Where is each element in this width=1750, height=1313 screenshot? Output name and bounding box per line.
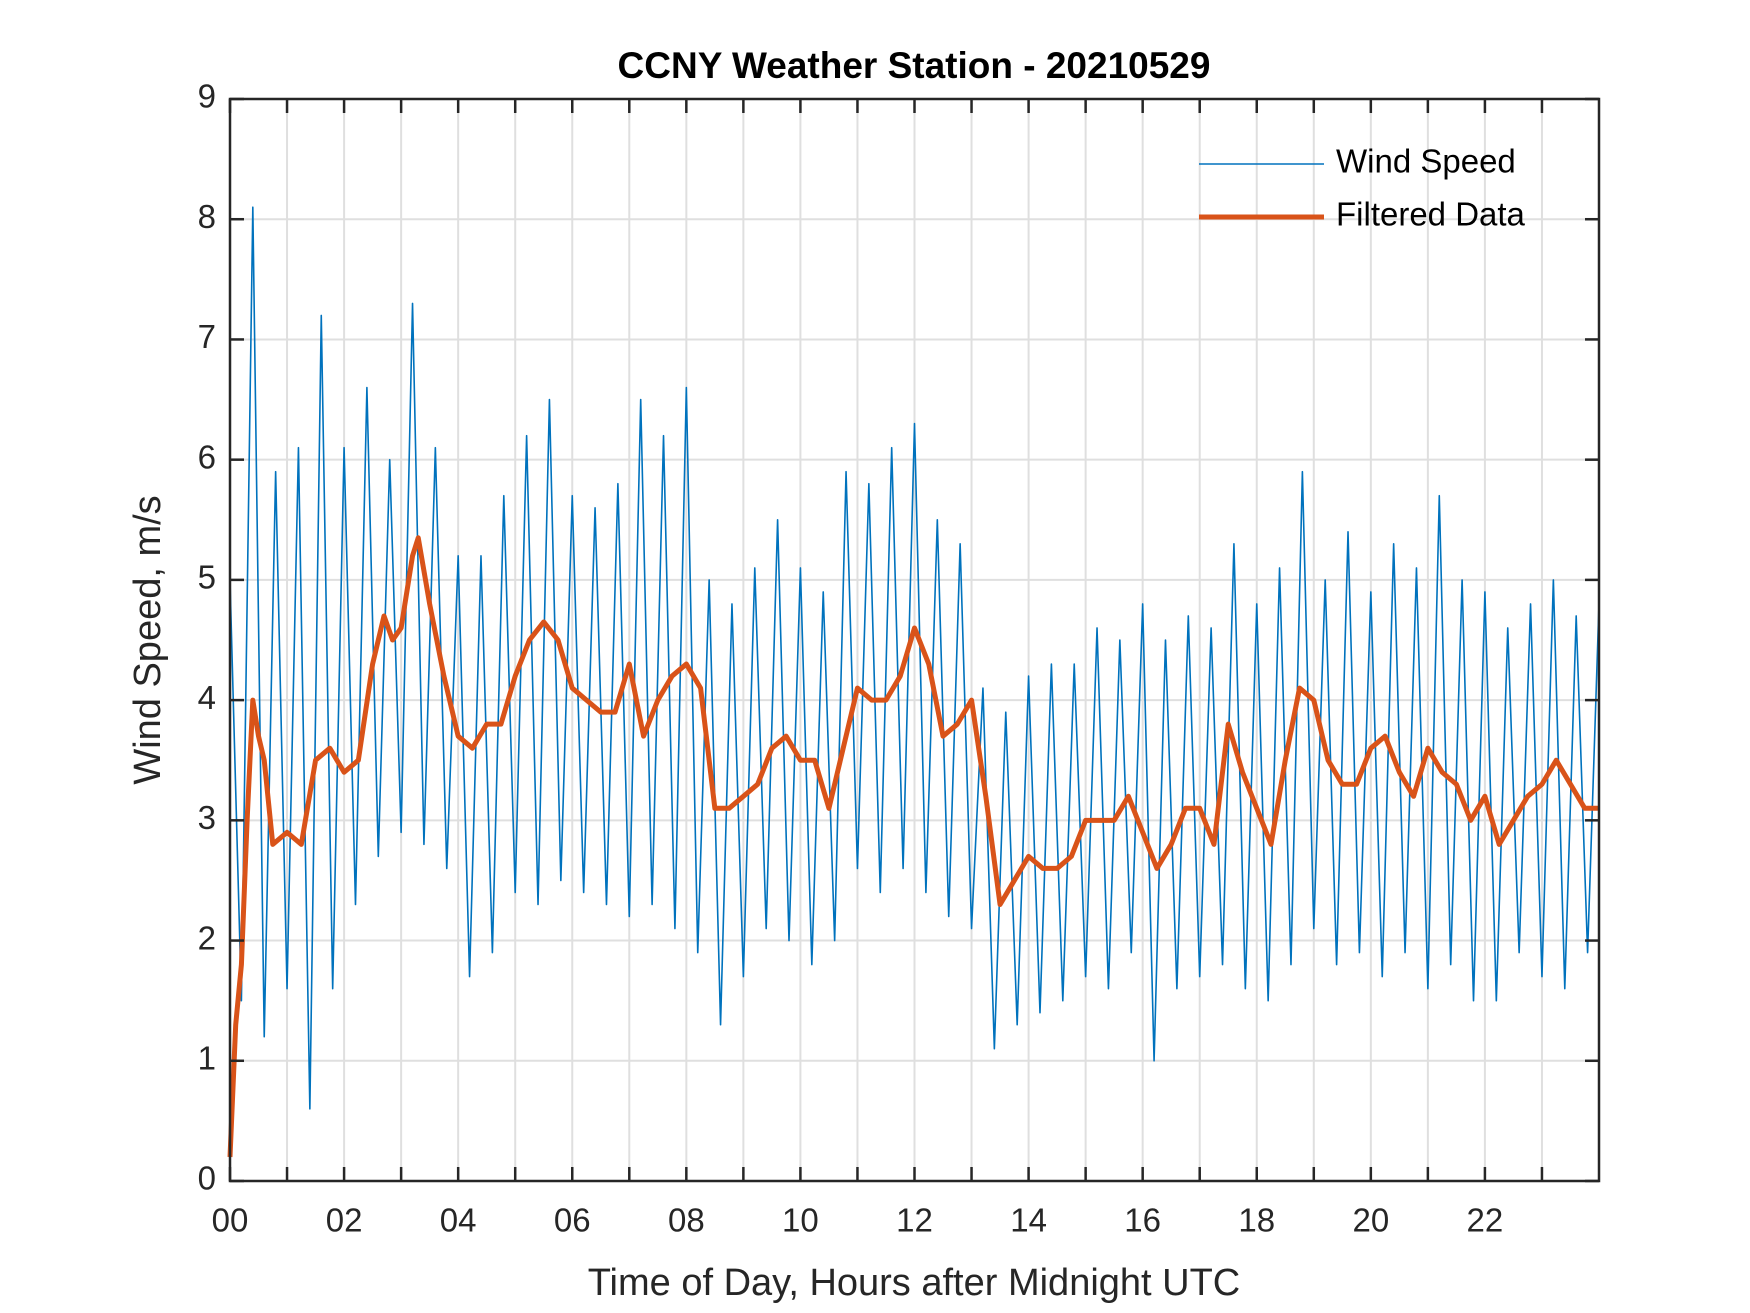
x-tick-label: 00: [212, 1202, 249, 1239]
x-tick-label: 22: [1467, 1202, 1504, 1239]
x-tick-label: 14: [1010, 1202, 1047, 1239]
y-tick-label: 9: [198, 78, 216, 115]
y-tick-label: 7: [198, 318, 216, 355]
y-tick-label: 4: [198, 679, 216, 716]
y-tick-label: 0: [198, 1160, 216, 1197]
data-line: [229, 206, 1600, 1110]
y-tick-label: 3: [198, 799, 216, 836]
x-tick-label: 16: [1124, 1202, 1161, 1239]
x-tick-label: 18: [1238, 1202, 1275, 1239]
legend-label: Filtered Data: [1336, 196, 1526, 233]
y-tick-label: 8: [198, 198, 216, 235]
x-tick-label: 06: [554, 1202, 591, 1239]
x-tick-label: 04: [440, 1202, 477, 1239]
chart-title: CCNY Weather Station - 20210529: [618, 45, 1211, 86]
x-tick-label: 20: [1352, 1202, 1389, 1239]
y-tick-label: 1: [198, 1039, 216, 1076]
y-tick-label: 2: [198, 919, 216, 956]
y-tick-label: 6: [198, 438, 216, 475]
legend-label: Wind Speed: [1336, 143, 1516, 180]
x-axis-label: Time of Day, Hours after Midnight UTC: [588, 1262, 1241, 1304]
data-line: [227, 535, 1599, 1158]
x-tick-label: 08: [668, 1202, 705, 1239]
y-tick-label: 5: [198, 559, 216, 596]
x-tick-label: 02: [326, 1202, 363, 1239]
x-tick-label: 12: [896, 1202, 933, 1239]
x-tick-label: 10: [782, 1202, 819, 1239]
y-axis-label: Wind Speed, m/s: [127, 495, 169, 784]
